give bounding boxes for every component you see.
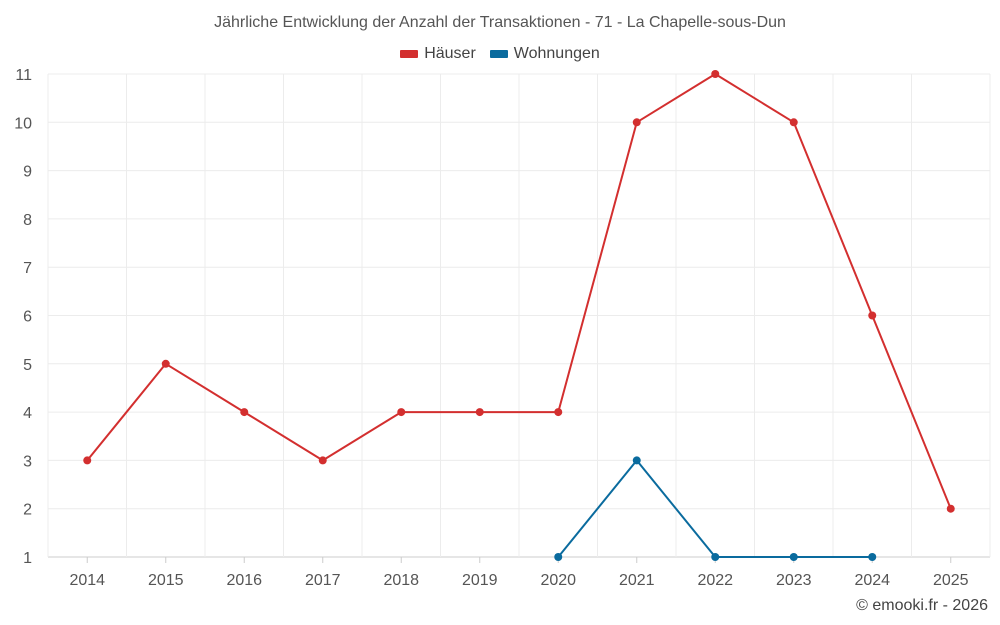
x-tick-label: 2017 (305, 572, 341, 589)
data-point-haeuser (161, 359, 170, 368)
x-tick-label: 2022 (697, 572, 733, 589)
chart-legend: Häuser Wohnungen (0, 45, 1000, 63)
y-tick-label: 4 (23, 405, 32, 422)
x-tick-label: 2021 (619, 572, 655, 589)
data-point-haeuser (946, 504, 955, 513)
x-tick-label: 2018 (383, 572, 419, 589)
x-tick-label: 2023 (776, 572, 812, 589)
legend-label-wohnungen: Wohnungen (513, 45, 600, 62)
data-point-haeuser (397, 408, 406, 417)
data-point-haeuser (83, 456, 92, 465)
data-point-haeuser (240, 408, 249, 417)
legend-swatch-haeuser (400, 50, 419, 58)
x-tick-label: 2019 (462, 572, 498, 589)
y-tick-label: 3 (23, 453, 32, 470)
data-point-haeuser (789, 118, 798, 127)
data-point-haeuser (554, 408, 563, 417)
y-tick-label: 11 (15, 67, 32, 84)
y-tick-label: 10 (14, 115, 32, 132)
y-tick-label: 7 (23, 260, 32, 277)
x-tick-label: 2025 (933, 572, 969, 589)
y-tick-label: 6 (23, 309, 32, 326)
x-tick-label: 2016 (226, 572, 262, 589)
y-tick-label: 2 (23, 502, 32, 519)
data-point-wohnungen (868, 553, 877, 561)
legend-item-wohnungen[interactable]: Wohnungen (489, 45, 600, 63)
data-point-haeuser (868, 311, 877, 320)
data-point-wohnungen (554, 553, 563, 561)
legend-item-haeuser[interactable]: Häuser (400, 45, 476, 63)
x-tick-label: 2015 (148, 572, 184, 589)
data-point-wohnungen (789, 553, 798, 561)
data-point-wohnungen (711, 553, 720, 561)
x-tick-label: 2020 (540, 572, 576, 589)
series-line-haeuser (86, 73, 952, 510)
legend-label-haeuser: Häuser (424, 45, 476, 62)
x-tick-label: 2014 (69, 572, 105, 589)
credit-text: © emooki.fr - 2026 (856, 597, 988, 614)
data-point-haeuser (475, 408, 484, 417)
y-tick-label: 5 (23, 357, 32, 374)
chart-title: Jährliche Entwicklung der Anzahl der Tra… (214, 14, 786, 31)
y-tick-label: 9 (23, 164, 32, 181)
legend-swatch-wohnungen (489, 50, 508, 58)
data-point-wohnungen (632, 456, 641, 465)
data-point-haeuser (711, 70, 720, 78)
data-point-haeuser (318, 456, 327, 465)
x-tick-label: 2024 (854, 572, 890, 589)
y-tick-label: 8 (23, 212, 32, 229)
y-tick-label: 1 (23, 550, 32, 567)
data-point-haeuser (632, 118, 641, 127)
